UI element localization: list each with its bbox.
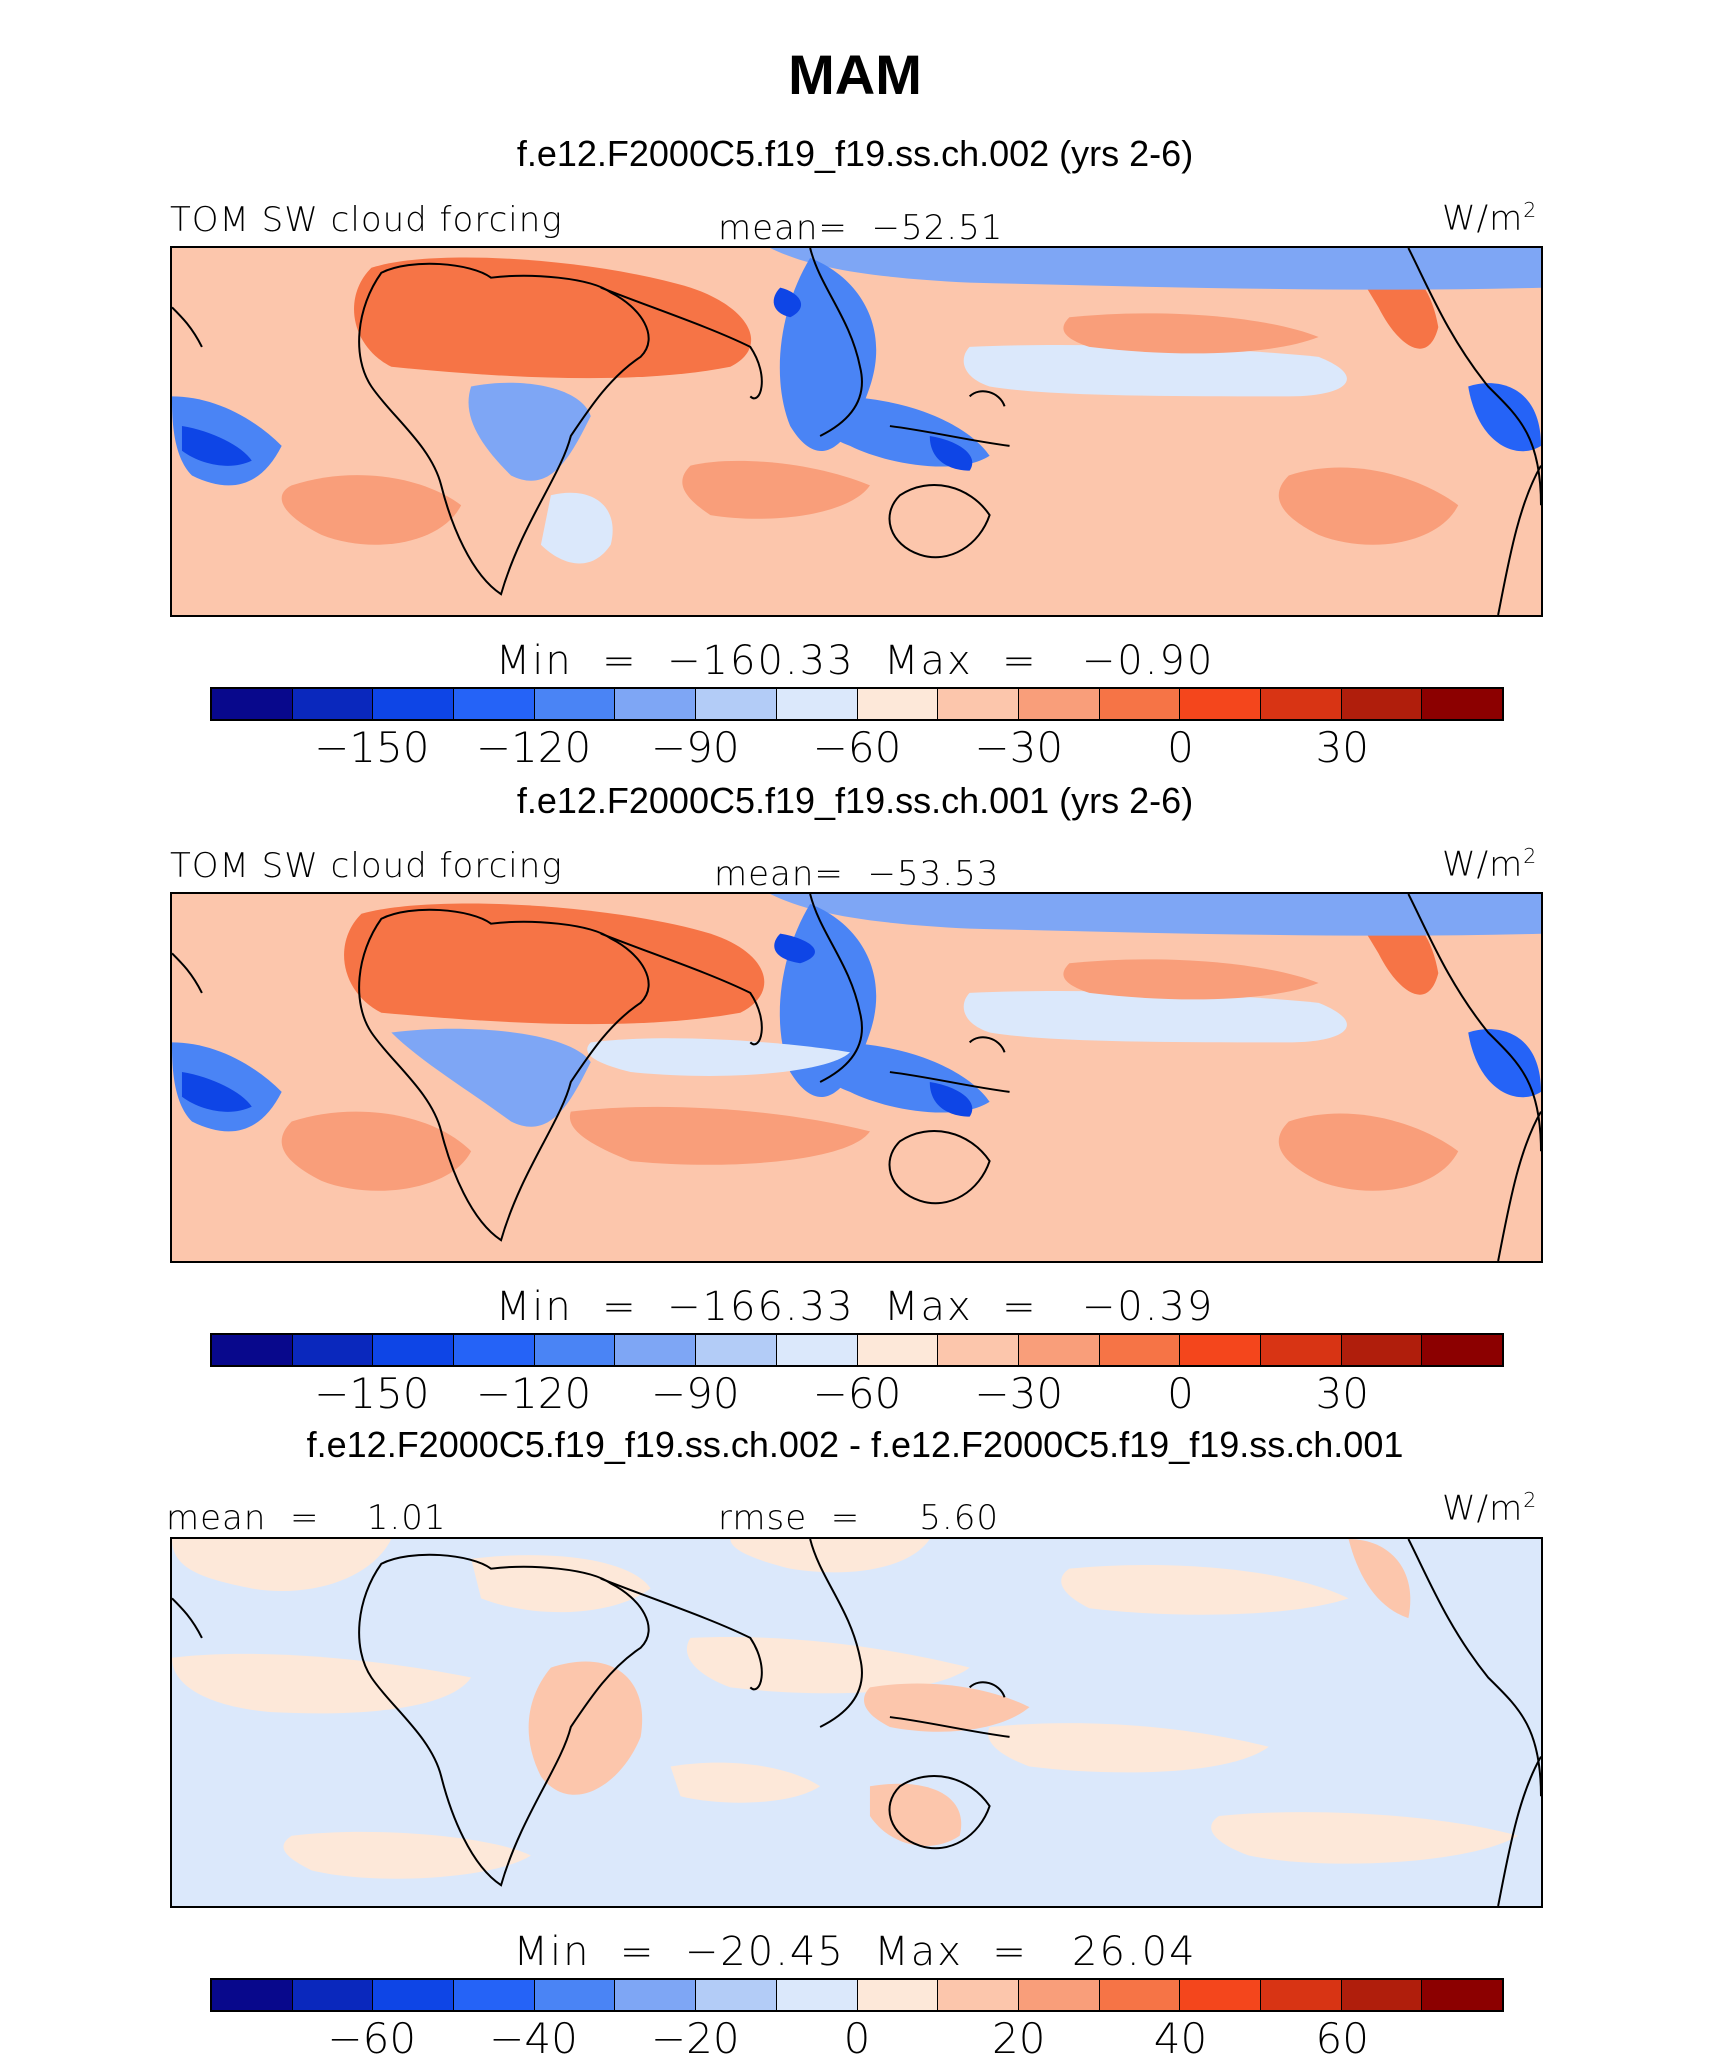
- colorbar-tick-label: 40: [1153, 2014, 1208, 2063]
- colorbar-swatch: [938, 689, 1019, 719]
- units-label: W/m2: [1442, 1488, 1538, 1529]
- mean-label: mean= −52.51: [718, 208, 1004, 248]
- colorbar-tick-label: −60: [327, 2014, 417, 2063]
- colorbar-swatch: [776, 1335, 858, 1365]
- colorbar-swatch: [454, 1980, 535, 2010]
- colorbar-tick-label: 0: [1167, 723, 1194, 772]
- colorbar-swatch: [454, 689, 535, 719]
- colorbar-swatch: [534, 1335, 616, 1365]
- colorbar-swatch: [1099, 1335, 1181, 1365]
- colorbar-swatch: [857, 1980, 939, 2010]
- colorbar-swatch: [292, 1980, 374, 2010]
- colorbar-swatch: [615, 1335, 697, 1365]
- colorbar-swatch: [212, 1335, 293, 1365]
- colorbar-swatch: [696, 689, 777, 719]
- colorbar-tick-label: −20: [650, 2014, 740, 2063]
- colorbar-swatch: [1341, 1335, 1423, 1365]
- colorbar-tick-label: 60: [1315, 2014, 1369, 2063]
- colorbar-swatch: [776, 689, 858, 719]
- colorbar-swatch: [212, 689, 293, 719]
- min-max-label: Min = −20.45 Max = 26.04: [513, 1929, 1197, 1975]
- colorbar-tick-label: −40: [489, 2014, 578, 2063]
- colorbar-tick-label: 0: [843, 2014, 871, 2063]
- variable-label: TOM SW cloud forcing: [170, 200, 563, 240]
- colorbar-swatch: [534, 689, 616, 719]
- colorbar-tick-label: −30: [974, 1369, 1064, 1418]
- colorbar-swatch: [1099, 1980, 1181, 2010]
- contour-map: [172, 1539, 1541, 1906]
- colorbar-swatch: [615, 1980, 697, 2010]
- colorbar-swatch: [534, 1980, 616, 2010]
- figure-title: MAM: [788, 43, 922, 106]
- colorbar: [210, 1333, 1504, 1367]
- colorbar-tick-label: −90: [650, 723, 740, 772]
- colorbar-tick-label: 0: [1167, 1369, 1194, 1418]
- colorbar-tick-label: −30: [974, 723, 1064, 772]
- colorbar-swatch: [1341, 1980, 1423, 2010]
- colorbar-swatch: [1260, 689, 1342, 719]
- colorbar-tick-label: −150: [314, 1369, 430, 1418]
- colorbar-swatch: [1180, 1980, 1261, 2010]
- variable-label: TOM SW cloud forcing: [170, 846, 563, 886]
- colorbar-tick-label: −60: [812, 1369, 902, 1418]
- map-plot: [170, 246, 1543, 617]
- colorbar-swatch: [696, 1980, 777, 2010]
- min-max-label: Min = −160.33 Max = −0.90: [495, 638, 1215, 684]
- colorbar-tick-label: −120: [475, 723, 592, 772]
- colorbar-swatch: [615, 689, 697, 719]
- colorbar-swatch: [373, 689, 455, 719]
- colorbar-swatch: [1018, 1335, 1100, 1365]
- panel-title: f.e12.F2000C5.f19_f19.ss.ch.002 - f.e12.…: [306, 1424, 1404, 1465]
- colorbar: [210, 687, 1504, 721]
- min-max-label: Min = −166.33 Max = −0.39: [495, 1284, 1215, 1330]
- colorbar-swatch: [857, 1335, 939, 1365]
- colorbar-tick-label: −150: [314, 723, 430, 772]
- colorbar-tick-label: 20: [992, 2014, 1046, 2063]
- units-label: W/m2: [1442, 198, 1538, 239]
- rmse-label: rmse = 5.60: [718, 1498, 999, 1538]
- colorbar-swatch: [1260, 1335, 1342, 1365]
- colorbar-swatch: [1341, 689, 1423, 719]
- colorbar: [210, 1978, 1504, 2012]
- colorbar-tick-label: 30: [1315, 1369, 1369, 1418]
- colorbar-swatch: [212, 1980, 293, 2010]
- colorbar-swatch: [1099, 689, 1181, 719]
- colorbar-swatch: [373, 1335, 455, 1365]
- colorbar-tick-label: −90: [650, 1369, 740, 1418]
- colorbar-swatch: [1018, 689, 1100, 719]
- contour-map: [172, 894, 1541, 1261]
- map-plot: [170, 1537, 1543, 1908]
- colorbar-swatch: [857, 689, 939, 719]
- colorbar-swatch: [454, 1335, 535, 1365]
- colorbar-tick-label: 30: [1315, 723, 1369, 772]
- colorbar-swatch: [1260, 1980, 1342, 2010]
- colorbar-swatch: [1422, 1980, 1502, 2010]
- map-plot: [170, 892, 1543, 1263]
- colorbar-tick-label: −60: [812, 723, 902, 772]
- colorbar-swatch: [1180, 1335, 1261, 1365]
- colorbar-swatch: [292, 689, 374, 719]
- colorbar-swatch: [1180, 689, 1261, 719]
- colorbar-swatch: [1018, 1980, 1100, 2010]
- colorbar-swatch: [938, 1335, 1019, 1365]
- contour-map: [172, 248, 1541, 615]
- colorbar-swatch: [1422, 689, 1502, 719]
- mean-label: mean = 1.01: [166, 1498, 447, 1538]
- colorbar-swatch: [696, 1335, 777, 1365]
- colorbar-swatch: [1422, 1335, 1502, 1365]
- colorbar-swatch: [292, 1335, 374, 1365]
- colorbar-tick-label: −120: [475, 1369, 592, 1418]
- colorbar-swatch: [373, 1980, 455, 2010]
- colorbar-swatch: [938, 1980, 1019, 2010]
- mean-label: mean= −53.53: [714, 854, 1000, 894]
- panel-title: f.e12.F2000C5.f19_f19.ss.ch.002 (yrs 2-6…: [516, 133, 1194, 174]
- colorbar-swatch: [776, 1980, 858, 2010]
- panel-title: f.e12.F2000C5.f19_f19.ss.ch.001 (yrs 2-6…: [516, 780, 1194, 821]
- units-label: W/m2: [1442, 844, 1538, 885]
